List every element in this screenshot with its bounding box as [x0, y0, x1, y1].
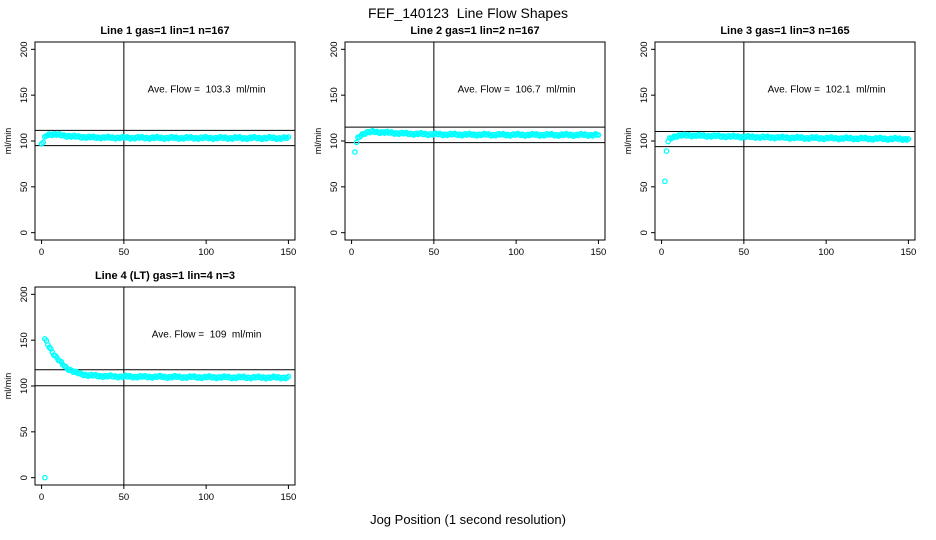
x-tick-label: 150 [900, 247, 916, 258]
x-tick-label: 50 [119, 492, 130, 503]
reference-lines [35, 42, 295, 240]
y-axis: 0 50 100 150 200 ml/min [313, 41, 345, 235]
y-tick-label: 150 [19, 332, 30, 348]
main-title: FEF_140123 Line Flow Shapes [367, 5, 568, 21]
y-axis: 0 50 100 150 200 ml/min [623, 41, 655, 235]
panel-title: Line 2 gas=1 lin=2 n=167 [410, 25, 539, 37]
y-tick-label: 200 [19, 41, 30, 57]
y-axis: 0 50 100 150 200 ml/min [3, 41, 35, 235]
panel-4-plot: Line 4 (LT) gas=1 lin=4 n=3 0 50 100 150 200 m… [3, 270, 296, 503]
data-points [662, 131, 912, 185]
x-axis-label: Jog Position (1 second resolution) [370, 512, 566, 527]
y-tick-label: 50 [19, 182, 30, 193]
y-tick-label: 200 [639, 41, 650, 57]
y-axis-unit-label: ml/min [3, 373, 13, 400]
y-tick-label: 100 [329, 133, 340, 149]
x-tick-label: 0 [39, 492, 44, 503]
y-tick-label: 200 [329, 41, 340, 57]
y-tick-label: 100 [19, 133, 30, 149]
y-tick-label: 0 [19, 230, 30, 235]
x-tick-label: 50 [739, 247, 750, 258]
x-axis: 0 50 100 150 [39, 485, 296, 503]
y-tick-label: 150 [639, 87, 650, 103]
x-tick-label: 0 [659, 247, 664, 258]
y-axis: 0 50 100 150 200 ml/min [3, 286, 35, 480]
x-axis: 0 50 100 150 [659, 240, 916, 258]
data-points [352, 127, 602, 155]
panel-1-plot: Line 1 gas=1 lin=1 n=167 0 50 100 150 200 ml/m… [3, 25, 296, 258]
data-points [42, 335, 292, 481]
y-tick-label: 100 [19, 378, 30, 394]
y-tick-label: 50 [639, 182, 650, 193]
y-tick-label: 100 [639, 133, 650, 149]
ave-flow-annotation: Ave. Flow = 106.7 ml/min [458, 84, 576, 95]
y-tick-label: 200 [19, 286, 30, 302]
panel-title: Line 4 (LT) gas=1 lin=4 n=3 [95, 270, 235, 282]
x-tick-label: 0 [39, 247, 44, 258]
x-tick-label: 50 [119, 247, 130, 258]
x-axis: 0 50 100 150 [39, 240, 296, 258]
y-axis-unit-label: ml/min [313, 128, 323, 155]
ave-flow-annotation: Ave. Flow = 109 ml/min [152, 329, 262, 340]
y-tick-label: 50 [19, 427, 30, 438]
panel-title: Line 3 gas=1 lin=3 n=165 [720, 25, 849, 37]
plot-box [344, 41, 606, 241]
reference-lines [655, 42, 915, 240]
x-tick-label: 150 [280, 247, 296, 258]
y-axis-unit-label: ml/min [3, 128, 13, 155]
x-tick-label: 100 [818, 247, 834, 258]
y-tick-label: 150 [329, 87, 340, 103]
ave-flow-annotation: Ave. Flow = 103.3 ml/min [148, 84, 266, 95]
x-tick-label: 100 [508, 247, 524, 258]
x-tick-label: 0 [349, 247, 354, 258]
panel-2-plot: Line 2 gas=1 lin=2 n=167 0 50 100 150 200 ml/m… [313, 25, 606, 258]
y-tick-label: 0 [329, 230, 340, 235]
data-points [38, 130, 292, 147]
x-tick-label: 100 [198, 492, 214, 503]
x-tick-label: 150 [590, 247, 606, 258]
x-axis: 0 50 100 150 [349, 240, 606, 258]
panel-3-plot: Line 3 gas=1 lin=3 n=165 0 50 100 150 200 ml/m… [623, 25, 916, 258]
y-tick-label: 0 [639, 230, 650, 235]
x-tick-label: 100 [198, 247, 214, 258]
reference-lines [345, 42, 605, 240]
y-axis-unit-label: ml/min [623, 128, 633, 155]
x-tick-label: 150 [280, 492, 296, 503]
y-tick-label: 150 [19, 87, 30, 103]
y-tick-label: 0 [19, 475, 30, 480]
panel-title: Line 1 gas=1 lin=1 n=167 [100, 25, 229, 37]
ave-flow-annotation: Ave. Flow = 102.1 ml/min [768, 84, 886, 95]
x-tick-label: 50 [429, 247, 440, 258]
reference-lines [35, 287, 295, 485]
y-tick-label: 50 [329, 182, 340, 193]
